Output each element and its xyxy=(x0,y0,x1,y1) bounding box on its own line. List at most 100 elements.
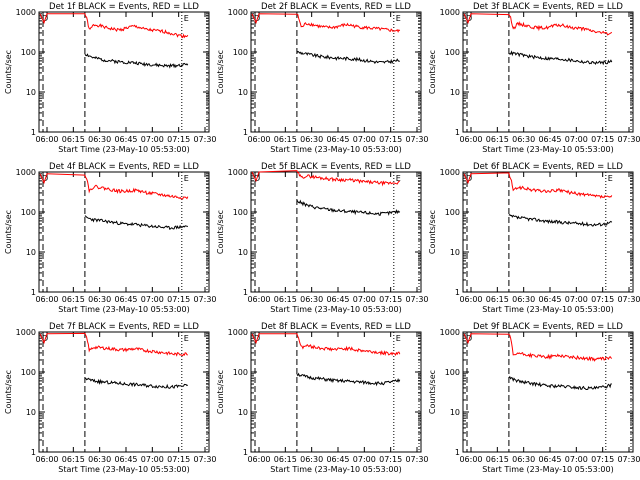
y-tick-label: 1000 xyxy=(440,8,460,17)
x-tick-label: 07:30 xyxy=(617,455,640,464)
x-tick-label: 06:15 xyxy=(486,295,509,304)
y-axis-label: Counts/sec xyxy=(428,370,437,414)
x-tick-label: 06:00 xyxy=(247,295,270,304)
panel-title: Det 5f BLACK = Events, RED = LLD xyxy=(261,162,411,172)
y-tick-label: 1000 xyxy=(440,168,460,177)
x-tick-label: 07:00 xyxy=(565,295,588,304)
plot-frame xyxy=(250,11,422,133)
y-tick-label: 100 xyxy=(445,48,460,57)
y-axis-label: Counts/sec xyxy=(4,370,13,414)
detector-panel-7: Det 7f BLACK = Events, RED = LLD 1 10 100 10… xyxy=(4,322,217,474)
marker-label-e: E xyxy=(184,174,189,183)
plot-frame xyxy=(462,11,634,133)
x-tick-label: 06:30 xyxy=(512,455,535,464)
x-tick-label: 06:00 xyxy=(35,295,58,304)
events-rate-line xyxy=(508,375,612,390)
x-tick-label: 07:30 xyxy=(617,295,640,304)
x-tick-label: 06:00 xyxy=(35,455,58,464)
x-tick-label: 06:00 xyxy=(459,455,482,464)
detector-panel-2: Det 2f BLACK = Events, RED = LLD 1 10 100 10… xyxy=(216,2,429,154)
x-tick-label: 07:15 xyxy=(379,455,402,464)
y-axis-label: Counts/sec xyxy=(428,50,437,94)
y-tick-label: 1 xyxy=(243,128,248,137)
y-tick-label: 1000 xyxy=(228,168,248,177)
y-tick-label: 100 xyxy=(233,368,248,377)
events-rate-line xyxy=(296,50,400,65)
events-rate-line xyxy=(508,50,613,66)
x-axis-label: Start Time (23-May-10 05:53:00) xyxy=(482,305,613,314)
x-tick-label: 06:15 xyxy=(274,135,297,144)
y-tick-label: 1 xyxy=(31,288,36,297)
x-axis-label: Start Time (23-May-10 05:53:00) xyxy=(270,305,401,314)
y-tick-label: 1000 xyxy=(16,8,36,17)
x-tick-label: 06:30 xyxy=(88,455,111,464)
x-tick-label: 06:15 xyxy=(486,455,509,464)
panel-title: Det 9f BLACK = Events, RED = LLD xyxy=(473,322,623,332)
x-tick-label: 07:15 xyxy=(591,135,614,144)
y-tick-label: 100 xyxy=(233,208,248,217)
lld-rate-line xyxy=(251,170,400,187)
x-tick-label: 07:15 xyxy=(591,455,614,464)
x-tick-label: 06:15 xyxy=(274,295,297,304)
x-tick-label: 06:15 xyxy=(486,135,509,144)
y-tick-label: 1 xyxy=(31,448,36,457)
marker-label-e: E xyxy=(608,334,613,343)
events-rate-line xyxy=(296,372,401,387)
y-tick-label: 1 xyxy=(243,448,248,457)
x-tick-label: 06:45 xyxy=(326,455,349,464)
x-tick-label: 06:30 xyxy=(300,135,323,144)
x-tick-label: 07:00 xyxy=(141,135,164,144)
marker-label-e: E xyxy=(396,14,401,23)
x-tick-label: 06:00 xyxy=(35,135,58,144)
x-tick-label: 07:30 xyxy=(193,455,216,464)
x-tick-label: 06:15 xyxy=(62,295,85,304)
x-tick-label: 07:30 xyxy=(193,135,216,144)
x-tick-label: 07:00 xyxy=(565,455,588,464)
x-tick-label: 07:00 xyxy=(353,135,376,144)
x-tick-label: 06:45 xyxy=(538,455,561,464)
y-axis-label: Counts/sec xyxy=(4,50,13,94)
x-tick-label: 06:30 xyxy=(300,455,323,464)
x-tick-label: 06:15 xyxy=(62,135,85,144)
x-tick-label: 06:00 xyxy=(247,455,270,464)
panel-title: Det 7f BLACK = Events, RED = LLD xyxy=(49,322,199,332)
y-tick-label: 100 xyxy=(21,48,36,57)
y-axis-label: Counts/sec xyxy=(428,210,437,254)
x-tick-label: 07:15 xyxy=(167,295,190,304)
x-tick-label: 07:15 xyxy=(379,135,402,144)
y-axis-label: Counts/sec xyxy=(216,50,225,94)
x-tick-label: 07:15 xyxy=(591,295,614,304)
y-tick-label: 1000 xyxy=(228,8,248,17)
x-tick-label: 06:15 xyxy=(62,455,85,464)
x-axis-label: Start Time (23-May-10 05:53:00) xyxy=(482,465,613,474)
events-rate-line xyxy=(84,377,189,389)
x-tick-label: 07:30 xyxy=(617,135,640,144)
x-tick-label: 07:00 xyxy=(353,455,376,464)
marker-label-e: E xyxy=(396,334,401,343)
y-tick-label: 1 xyxy=(455,448,460,457)
y-axis-label: Counts/sec xyxy=(216,370,225,414)
lld-rate-line xyxy=(463,172,613,199)
y-tick-label: 10 xyxy=(450,248,460,257)
lld-rate-line xyxy=(463,333,613,362)
x-axis-label: Start Time (23-May-10 05:53:00) xyxy=(58,465,189,474)
detector-panel-6: Det 6f BLACK = Events, RED = LLD 1 10 100 10… xyxy=(428,162,640,314)
y-tick-label: 10 xyxy=(450,408,460,417)
panel-title: Det 6f BLACK = Events, RED = LLD xyxy=(473,162,623,172)
detector-panel-4: Det 4f BLACK = Events, RED = LLD 1 10 100 10… xyxy=(4,162,217,314)
detector-panel-8: Det 8f BLACK = Events, RED = LLD 1 10 100 10… xyxy=(216,322,429,474)
x-tick-label: 07:00 xyxy=(141,455,164,464)
x-tick-label: 06:45 xyxy=(538,135,561,144)
y-tick-label: 1 xyxy=(31,128,36,137)
events-rate-line xyxy=(84,215,189,230)
x-tick-label: 07:30 xyxy=(405,295,428,304)
x-tick-label: 07:00 xyxy=(141,295,164,304)
x-axis-label: Start Time (23-May-10 05:53:00) xyxy=(58,145,189,154)
lld-rate-line xyxy=(251,13,401,33)
lld-rate-line xyxy=(251,333,401,357)
y-axis-label: Counts/sec xyxy=(4,210,13,254)
plot-frame xyxy=(250,171,422,293)
x-tick-label: 06:45 xyxy=(114,455,137,464)
y-tick-label: 100 xyxy=(445,208,460,217)
